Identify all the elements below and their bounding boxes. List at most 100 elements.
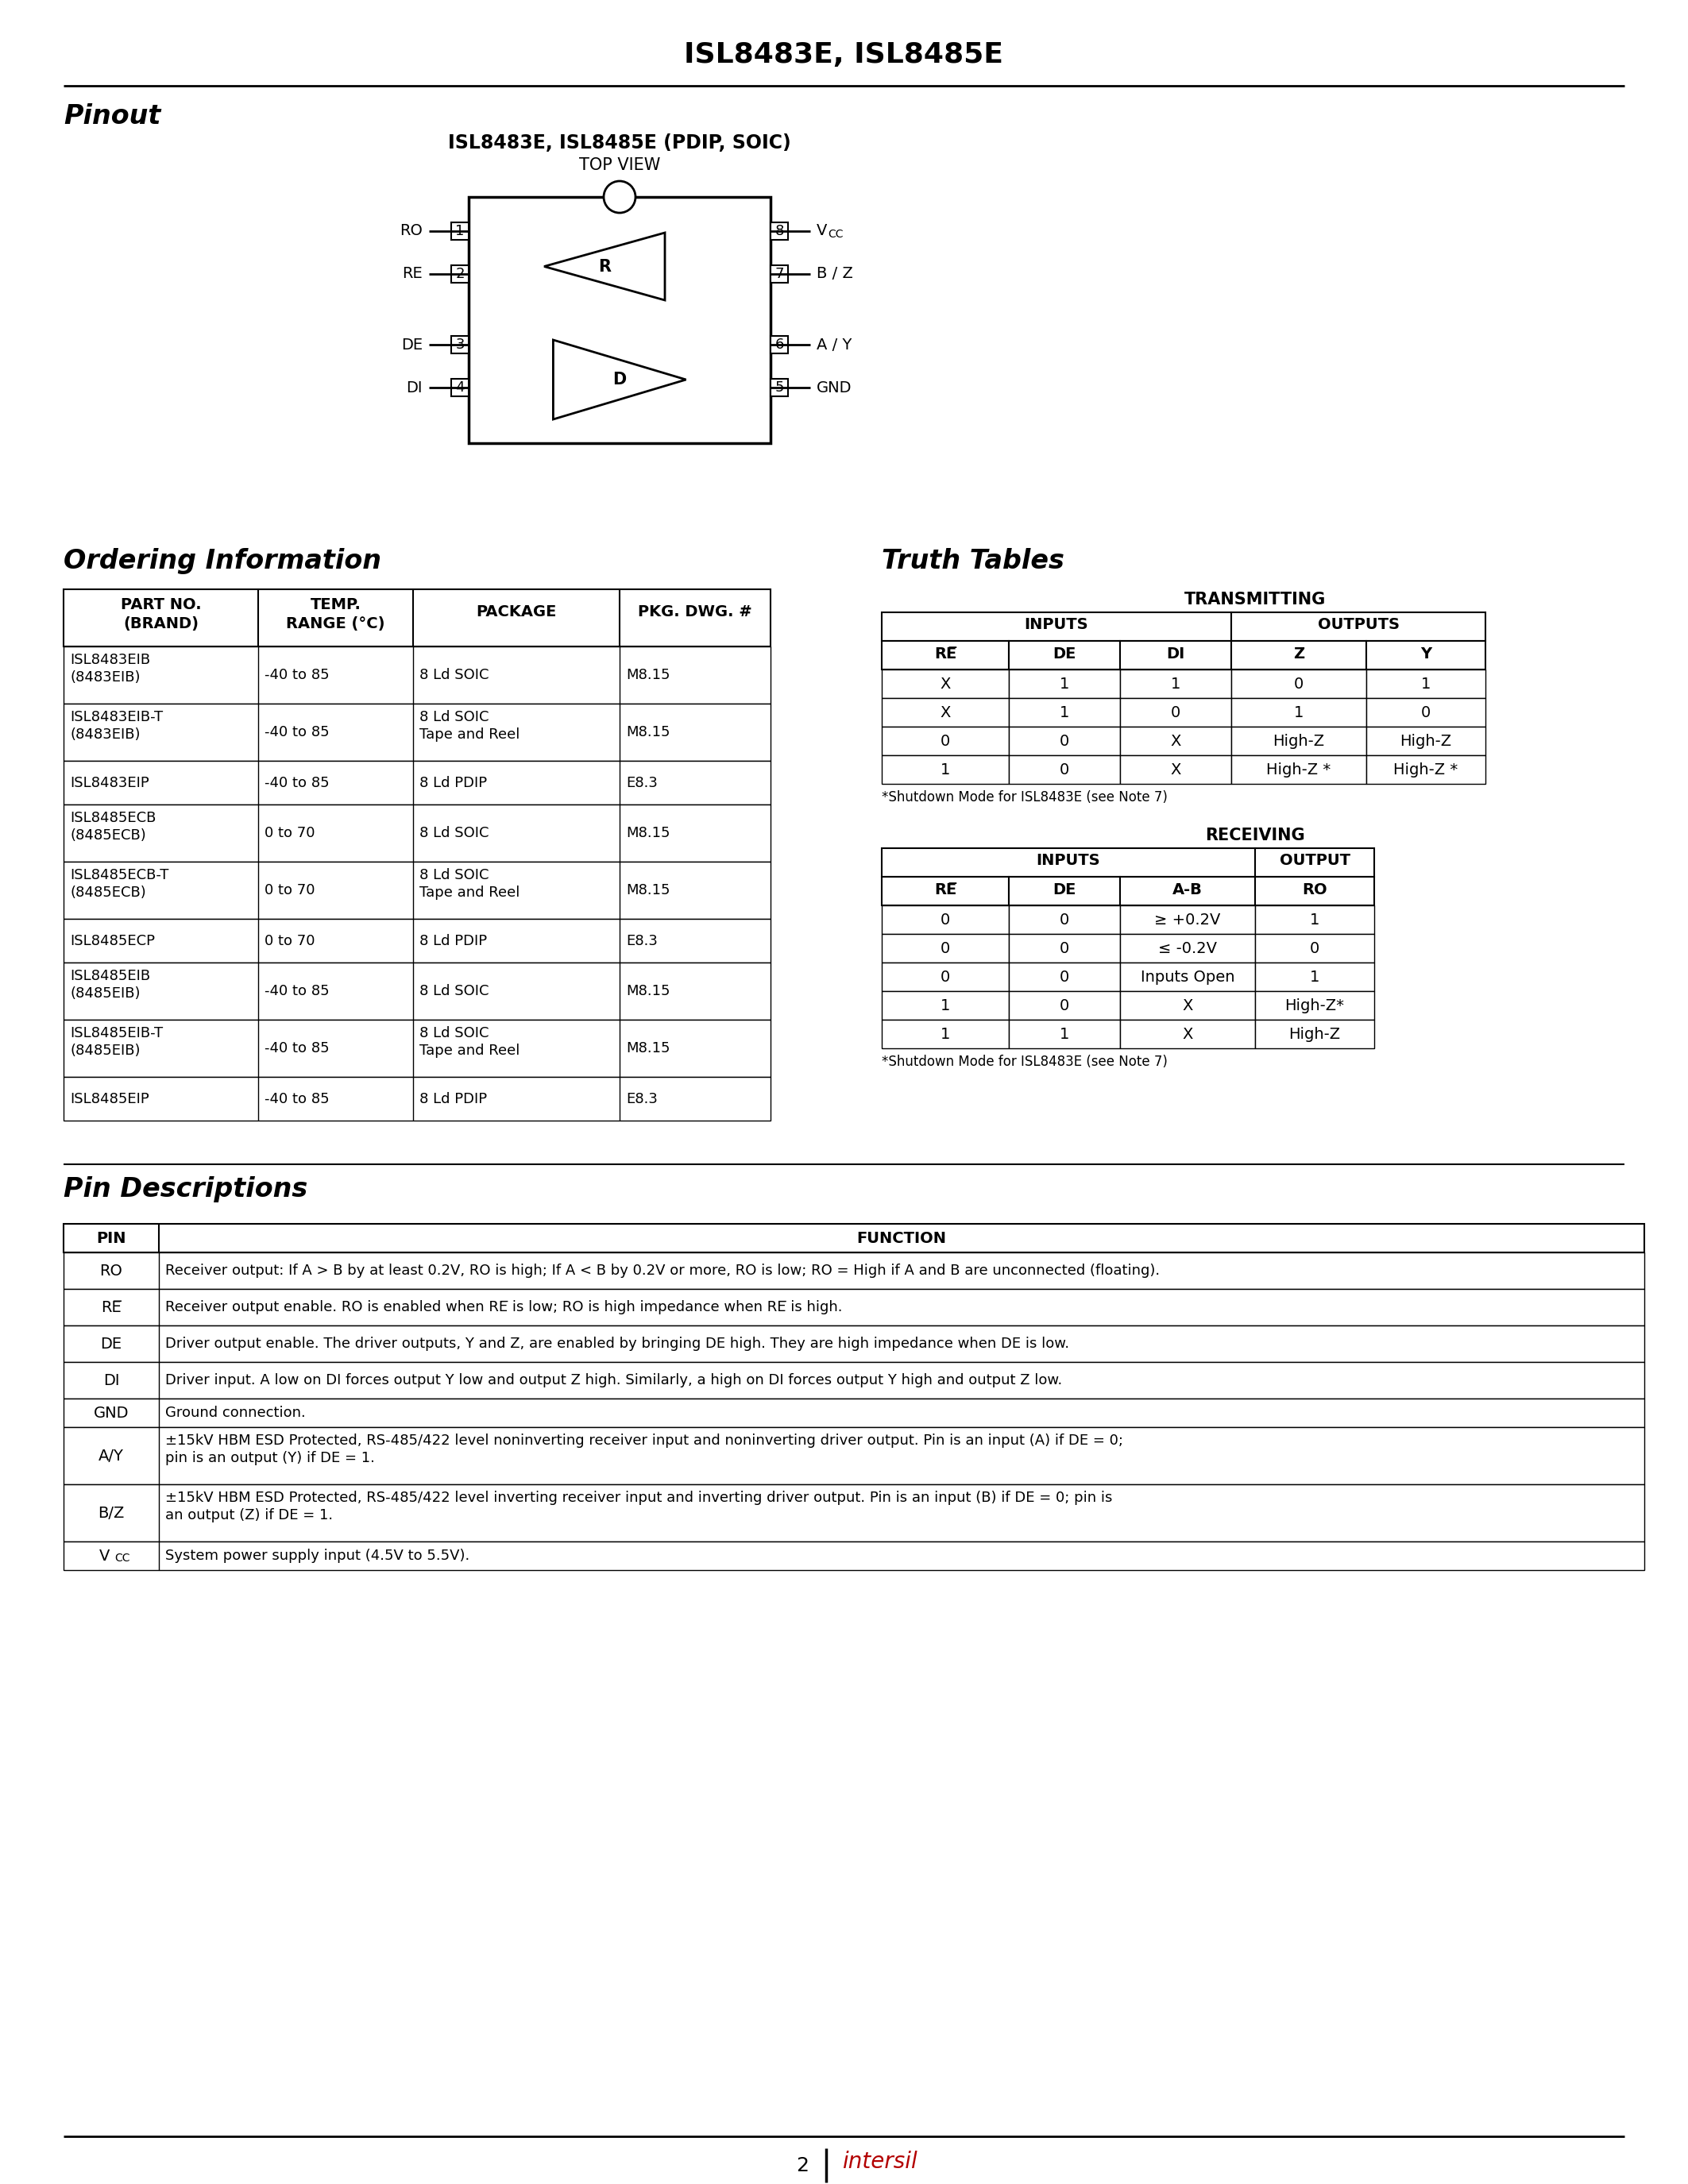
Text: OUTPUT: OUTPUT — [1280, 854, 1350, 867]
Text: DE: DE — [1053, 882, 1077, 898]
Bar — [1121, 756, 1231, 784]
Text: 6: 6 — [775, 339, 783, 352]
Text: -40 to 85: -40 to 85 — [265, 1042, 329, 1055]
Bar — [1366, 640, 1485, 670]
Text: ≥ +0.2V: ≥ +0.2V — [1155, 913, 1220, 928]
Text: 0: 0 — [1060, 734, 1069, 749]
Text: 1: 1 — [1060, 677, 1070, 692]
Bar — [451, 380, 469, 397]
Bar — [64, 1485, 1644, 1542]
Bar — [451, 336, 469, 354]
Text: Driver input. A low on DI forces output Y low and output Z high. Similarly, a hi: Driver input. A low on DI forces output … — [165, 1374, 1062, 1387]
Bar — [64, 804, 770, 863]
Text: DE: DE — [402, 336, 422, 352]
Text: 0: 0 — [940, 941, 950, 957]
Text: FUNCTION: FUNCTION — [858, 1230, 947, 1245]
Text: ISL8485ECB: ISL8485ECB — [69, 810, 155, 826]
Bar — [1256, 1020, 1374, 1048]
Bar — [1121, 992, 1256, 1020]
Text: PKG. DWG. #: PKG. DWG. # — [638, 605, 753, 618]
Text: ≤ -0.2V: ≤ -0.2V — [1158, 941, 1217, 957]
Bar — [64, 646, 770, 703]
Text: 1: 1 — [1060, 1026, 1070, 1042]
Text: DI: DI — [407, 380, 422, 395]
Text: ISL8483EIB-T: ISL8483EIB-T — [69, 710, 164, 725]
Text: M8.15: M8.15 — [626, 725, 670, 740]
Text: (8483EIB): (8483EIB) — [69, 670, 140, 684]
Bar — [1366, 756, 1485, 784]
Bar — [1256, 963, 1374, 992]
Bar — [770, 264, 788, 282]
Text: RE: RE — [402, 266, 422, 282]
Text: X: X — [1170, 734, 1182, 749]
Text: (8483EIB): (8483EIB) — [69, 727, 140, 743]
Text: PACKAGE: PACKAGE — [476, 605, 557, 618]
Text: RO: RO — [400, 223, 422, 238]
Bar — [770, 223, 788, 240]
Bar — [881, 640, 1009, 670]
Text: Truth Tables: Truth Tables — [881, 548, 1065, 574]
Text: Tape and Reel: Tape and Reel — [419, 727, 520, 743]
Text: D: D — [613, 371, 626, 387]
Bar — [1366, 670, 1485, 699]
Bar — [1009, 670, 1121, 699]
Text: RO: RO — [1301, 882, 1327, 898]
Bar — [64, 1326, 1644, 1363]
Text: (8485EIB): (8485EIB) — [69, 1044, 140, 1057]
Text: 8 Ld SOIC: 8 Ld SOIC — [419, 826, 490, 841]
Text: E8.3: E8.3 — [626, 775, 658, 791]
Bar — [1231, 640, 1366, 670]
Text: M8.15: M8.15 — [626, 882, 670, 898]
Text: V: V — [100, 1548, 110, 1564]
Text: 0: 0 — [1060, 941, 1069, 957]
Text: Y: Y — [1420, 646, 1431, 662]
Bar — [1231, 727, 1366, 756]
Bar — [1009, 1020, 1121, 1048]
Text: RE̅: RE̅ — [101, 1299, 122, 1315]
Bar — [1121, 640, 1231, 670]
Text: 1: 1 — [1421, 677, 1431, 692]
Text: 0 to 70: 0 to 70 — [265, 933, 316, 948]
Bar — [64, 1251, 1644, 1289]
Text: 1: 1 — [456, 223, 464, 238]
Bar — [1256, 935, 1374, 963]
Text: 0: 0 — [1295, 677, 1303, 692]
Text: Ground connection.: Ground connection. — [165, 1406, 306, 1420]
Text: High-Z*: High-Z* — [1285, 998, 1344, 1013]
Text: M8.15: M8.15 — [626, 668, 670, 681]
Text: CC: CC — [115, 1553, 130, 1564]
Text: DE: DE — [101, 1337, 122, 1352]
Text: 0: 0 — [940, 970, 950, 985]
Bar — [1231, 612, 1485, 640]
Text: E8.3: E8.3 — [626, 1092, 658, 1105]
Text: TOP VIEW: TOP VIEW — [579, 157, 660, 173]
Text: 4: 4 — [456, 380, 464, 395]
Bar — [1009, 640, 1121, 670]
Text: Ordering Information: Ordering Information — [64, 548, 381, 574]
Bar — [64, 1398, 1644, 1426]
Text: RO: RO — [100, 1262, 123, 1278]
Text: OUTPUTS: OUTPUTS — [1317, 618, 1399, 631]
Text: 7: 7 — [775, 266, 783, 282]
Text: Driver output enable. The driver outputs, Y and Z, are enabled by bringing DE hi: Driver output enable. The driver outputs… — [165, 1337, 1069, 1352]
Bar — [1009, 727, 1121, 756]
Text: 0 to 70: 0 to 70 — [265, 882, 316, 898]
Text: ISL8485ECP: ISL8485ECP — [69, 933, 155, 948]
Text: High-Z *: High-Z * — [1394, 762, 1458, 778]
Bar — [1121, 670, 1231, 699]
Text: RANGE (°C): RANGE (°C) — [287, 616, 385, 631]
Text: X: X — [1170, 762, 1182, 778]
Text: 8 Ld SOIC: 8 Ld SOIC — [419, 668, 490, 681]
Bar — [1121, 906, 1256, 935]
Text: A/Y: A/Y — [98, 1448, 123, 1463]
Text: 8 Ld SOIC: 8 Ld SOIC — [419, 985, 490, 998]
Text: 8 Ld SOIC: 8 Ld SOIC — [419, 710, 490, 725]
Text: 0: 0 — [940, 913, 950, 928]
Text: INPUTS: INPUTS — [1036, 854, 1101, 867]
Text: 0 to 70: 0 to 70 — [265, 826, 316, 841]
Text: ISL8483EIP: ISL8483EIP — [69, 775, 149, 791]
Text: -40 to 85: -40 to 85 — [265, 985, 329, 998]
Bar — [881, 876, 1009, 906]
Bar — [881, 670, 1009, 699]
Bar — [451, 223, 469, 240]
